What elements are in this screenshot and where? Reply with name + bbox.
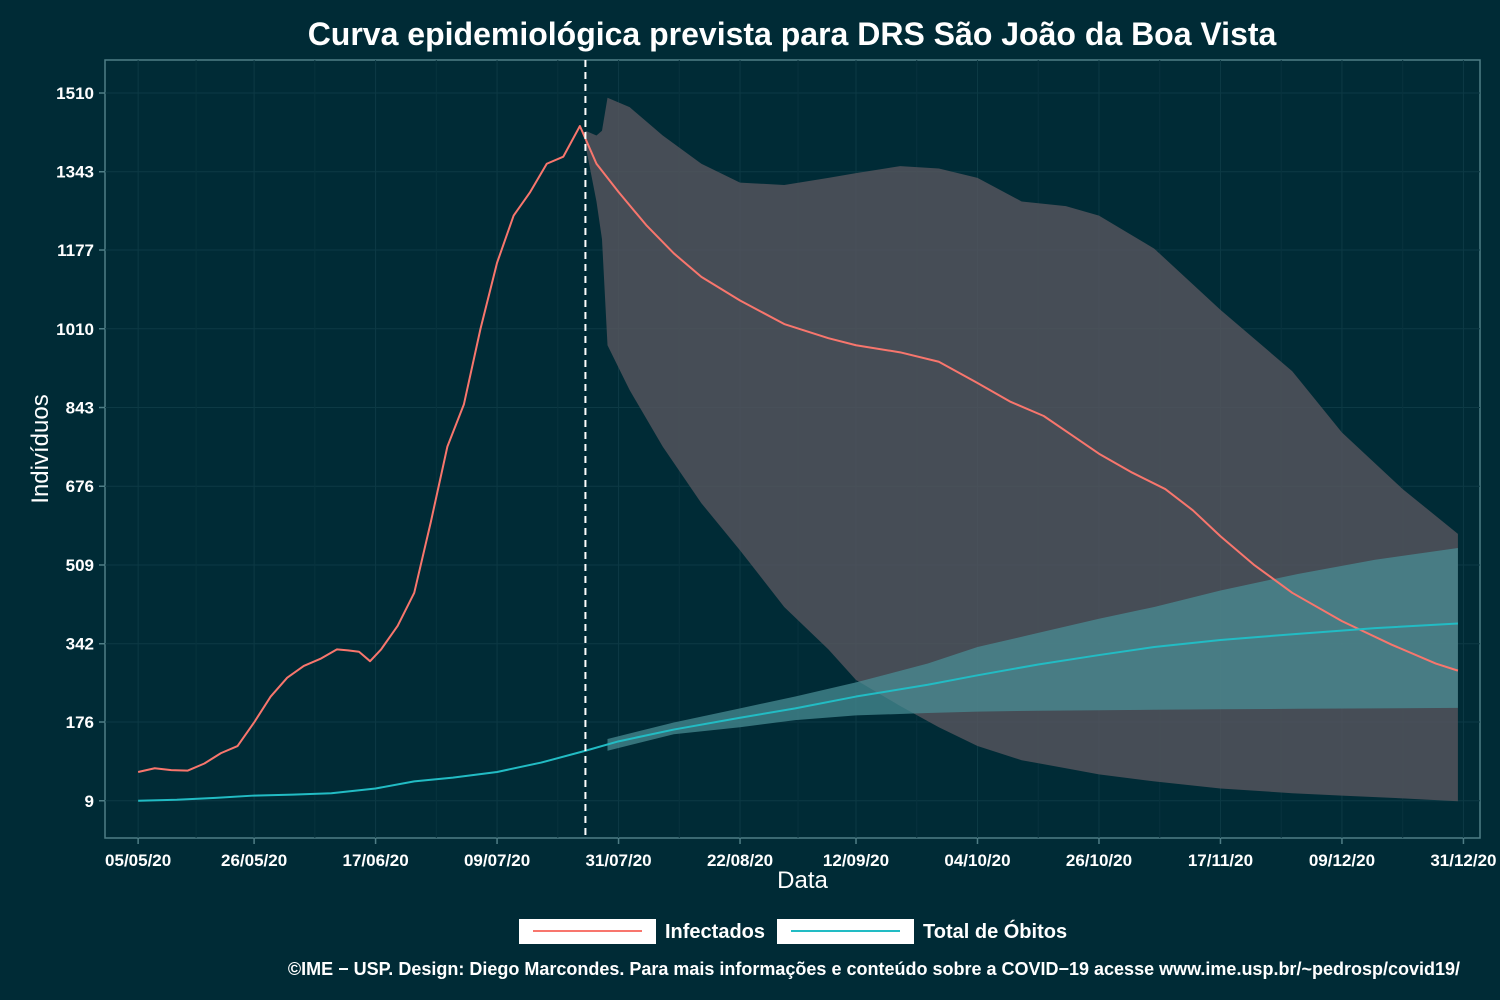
y-axis-ticks: 9 176 342 509 676 843 1010 1177 1343 1510 <box>56 84 105 811</box>
confidence-band-1 <box>607 548 1458 751</box>
caption: ©IME − USP. Design: Diego Marcondes. Par… <box>288 959 1460 979</box>
y-tick-label: 843 <box>66 399 94 418</box>
x-tick-label: 05/05/20 <box>105 851 171 870</box>
x-tick-label: 09/12/20 <box>1309 851 1375 870</box>
y-tick-label: 1010 <box>56 320 94 339</box>
x-tick-label: 26/05/20 <box>221 851 287 870</box>
y-tick-label: 9 <box>85 792 94 811</box>
legend-item-infectados: Infectados <box>519 919 765 944</box>
plot-area <box>104 59 1481 839</box>
x-tick-label: 26/10/20 <box>1066 851 1132 870</box>
y-tick-label: 176 <box>66 713 94 732</box>
y-tick-label: 342 <box>66 635 94 654</box>
x-tick-label: 22/08/20 <box>707 851 773 870</box>
plot-frame <box>104 59 1481 839</box>
y-axis-title: Indivíduos <box>27 394 54 503</box>
confidence-bands <box>585 97 1458 802</box>
y-tick-label: 676 <box>66 477 94 496</box>
x-tick-label: 12/09/20 <box>823 851 889 870</box>
x-axis-ticks: 05/05/20 26/05/20 17/06/20 09/07/20 31/07/20… <box>105 838 1497 870</box>
x-tick-label: 17/11/20 <box>1188 851 1253 870</box>
x-tick-label: 17/06/20 <box>342 851 408 870</box>
x-tick-label: 09/07/20 <box>464 851 530 870</box>
y-tick-label: 509 <box>66 556 94 575</box>
y-tick-label: 1177 <box>57 241 94 260</box>
y-tick-label: 1510 <box>56 84 94 103</box>
x-tick-label: 31/07/20 <box>585 851 651 870</box>
series-line-1 <box>138 622 1458 802</box>
legend-item-obitos: Total de Óbitos <box>777 919 1067 944</box>
legend-label-obitos: Total de Óbitos <box>923 919 1067 943</box>
legend-label-infectados: Infectados <box>665 921 765 943</box>
x-tick-label: 31/12/20 <box>1430 851 1496 870</box>
x-axis-title: Data <box>777 867 828 894</box>
legend: Infectados Total de Óbitos <box>519 919 1067 944</box>
y-tick-label: 1343 <box>56 163 94 182</box>
chart-title: Curva epidemiológica prevista para DRS S… <box>308 16 1277 52</box>
x-tick-label: 04/10/20 <box>944 851 1010 870</box>
series-lines <box>137 125 1459 802</box>
series-line-0 <box>137 125 1459 773</box>
